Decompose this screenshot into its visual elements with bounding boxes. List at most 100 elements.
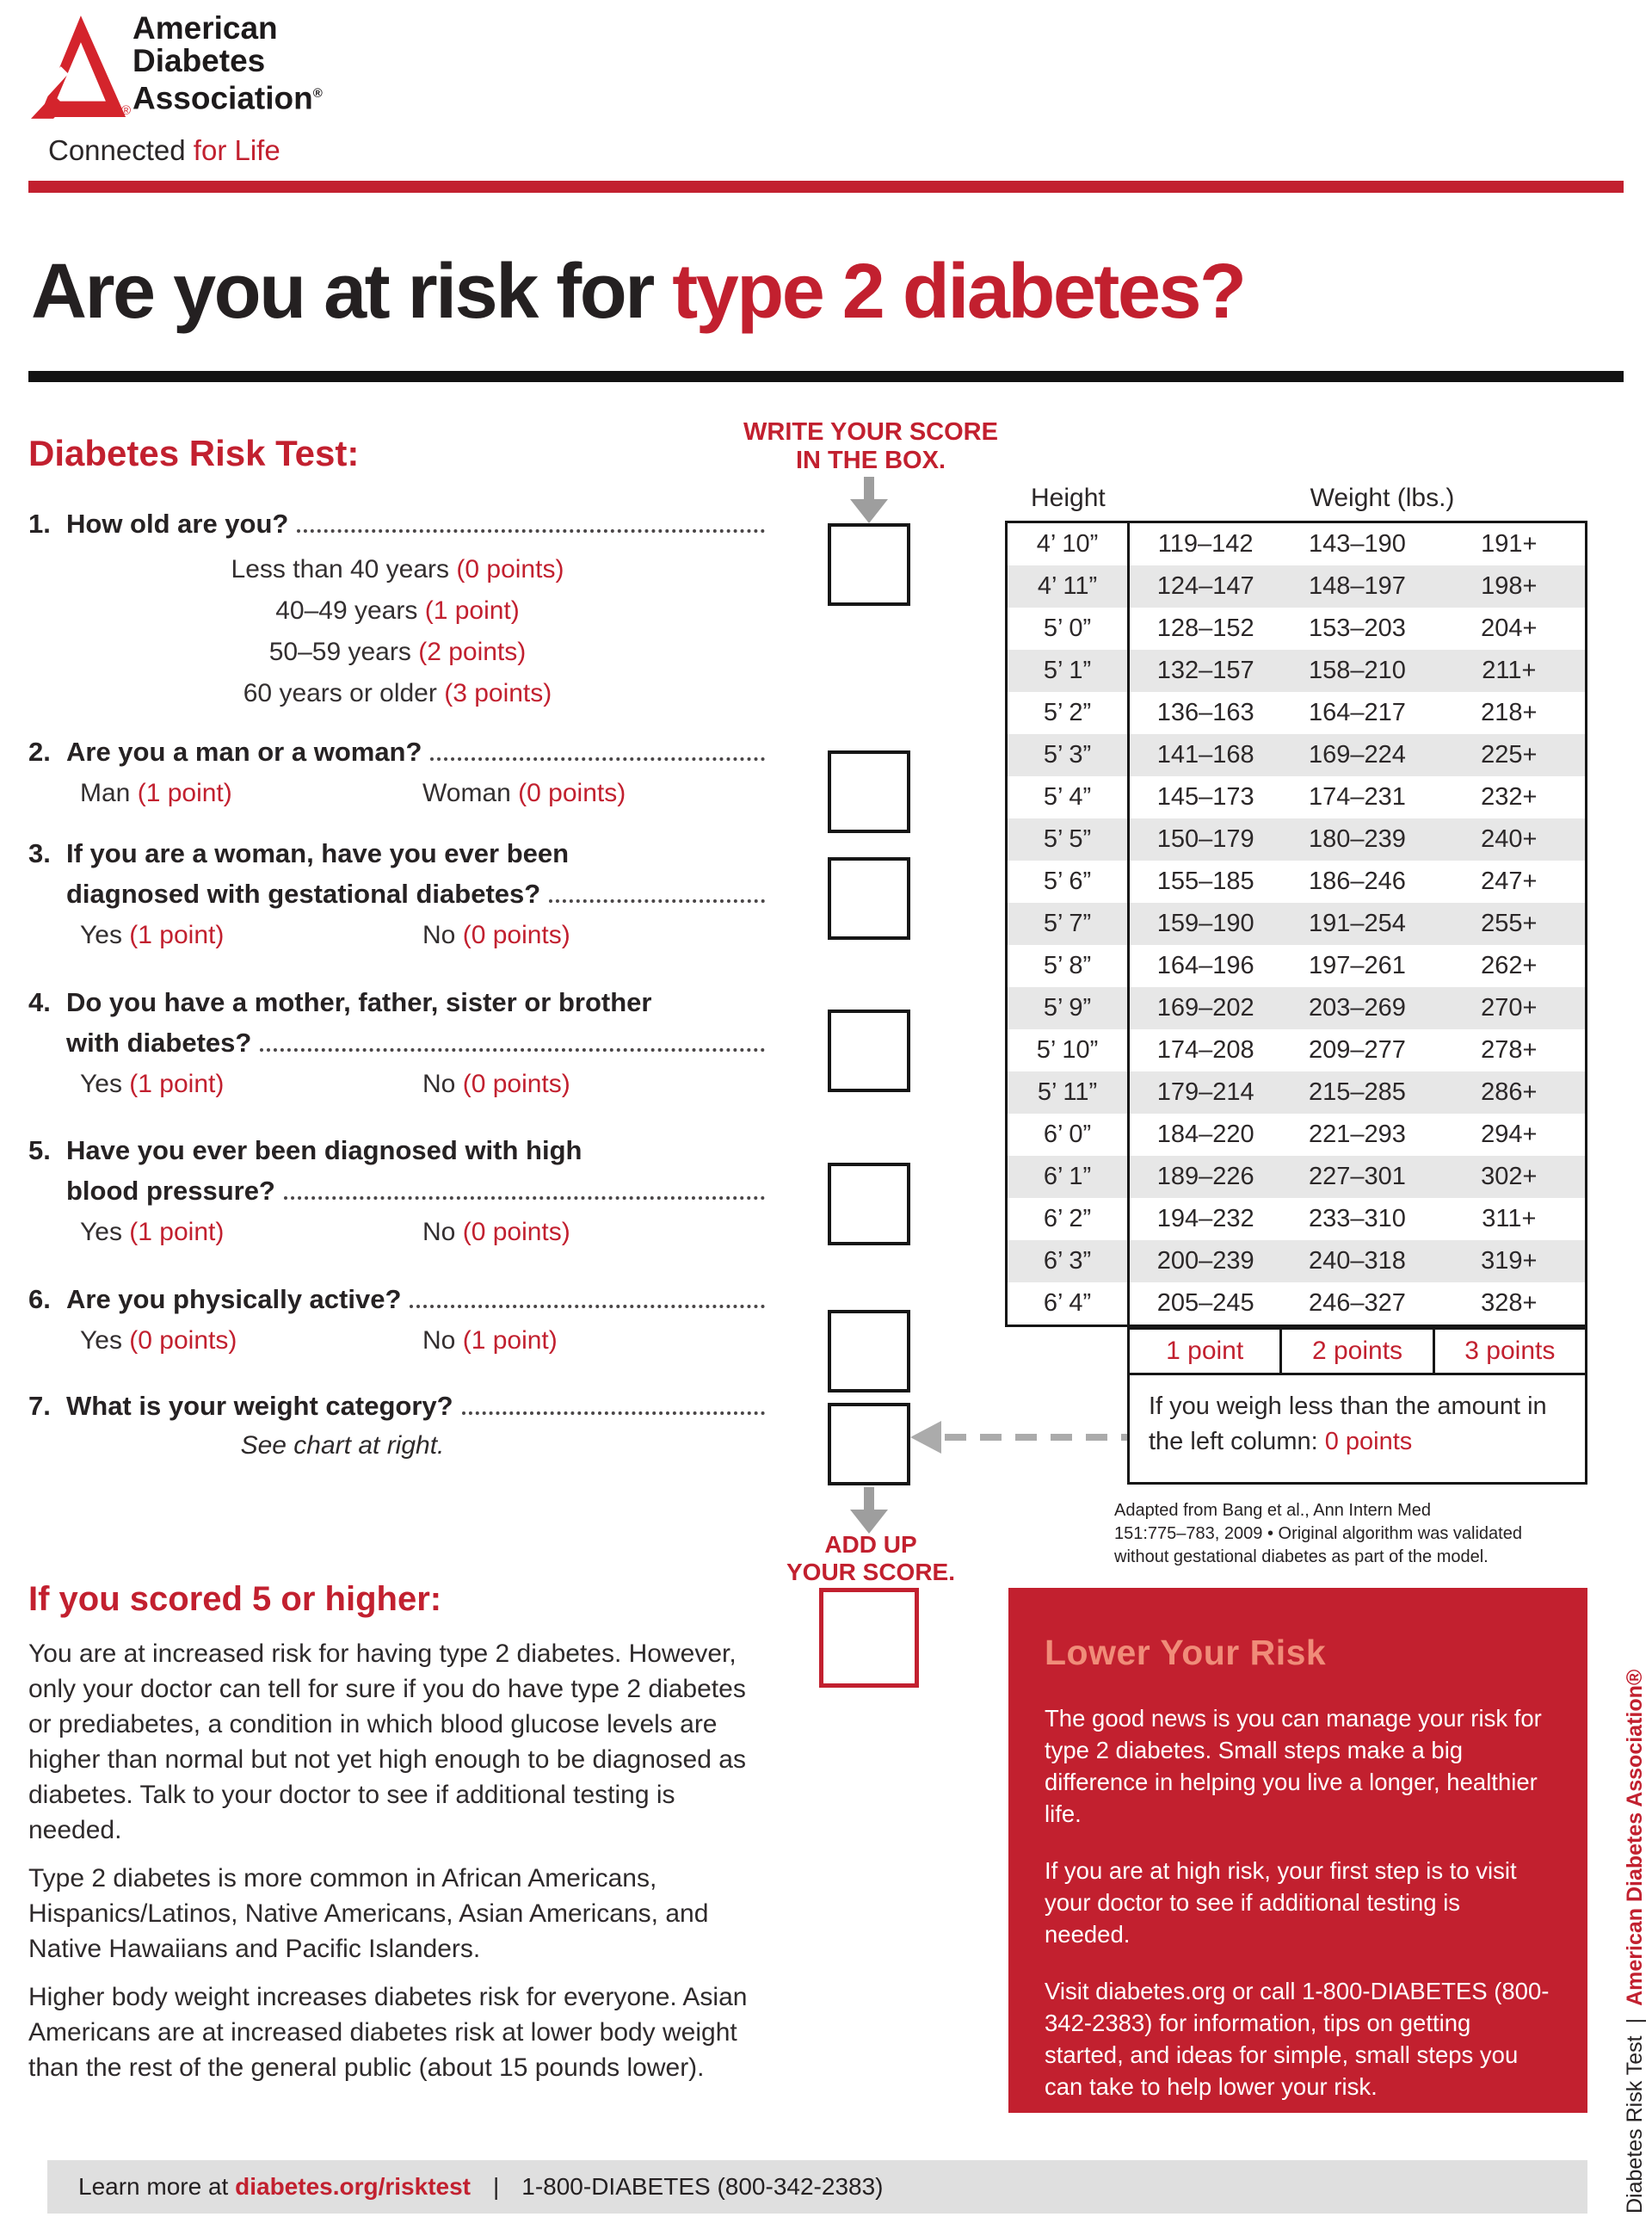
answer-no: No (1 point) [422, 1326, 558, 1355]
dotted-leader [260, 1048, 765, 1052]
height-column-header: Height [1031, 484, 1106, 512]
paragraph: Higher body weight increases diabetes ri… [28, 1983, 748, 2082]
score-box-q7[interactable] [828, 1403, 910, 1485]
logo-tagline: Connected for Life [48, 134, 280, 166]
question-number: 5. [28, 1135, 51, 1165]
question-5: 5. Have you ever been diagnosed with hig… [28, 1130, 767, 1257]
height-weight-table: 4’ 10” 119–142 143–190 191+ 4’ 11” 124–1… [1005, 521, 1587, 1327]
question-number: 3. [28, 838, 51, 868]
weight-table-row: 5’ 7” 159–190 191–254 255+ [1008, 903, 1585, 945]
score-box-q5[interactable] [828, 1163, 910, 1245]
source-note-line: 151:775–783, 2009 • Original algorithm w… [1114, 1524, 1522, 1543]
vertical-edge-text: Diabetes Risk Test|American Diabetes Ass… [1623, 1669, 1647, 2214]
age-option: Less than 40 years (0 points) [231, 555, 564, 584]
weight-table-row: 5’ 0” 128–152 153–203 204+ [1008, 608, 1585, 650]
lower-risk-paragraphs: The good news is you can manage your ris… [1045, 1702, 1551, 2103]
score-box-q4[interactable] [828, 1010, 910, 1092]
scored-5-heading: If you scored 5 or higher: [28, 1580, 442, 1618]
weight-table-row: 4’ 11” 124–147 148–197 198+ [1008, 565, 1585, 608]
answer-no: No (0 points) [422, 1070, 570, 1098]
question-7: 7. What is your weight category? See cha… [28, 1386, 767, 1460]
question-2: 2. Are you a man or a woman? Man (1 poin… [28, 732, 767, 818]
lower-risk-heading: Lower Your Risk [1045, 1633, 1327, 1672]
question-text-line-2: with diabetes? [66, 1028, 252, 1058]
question-text-line-2: blood pressure? [66, 1176, 275, 1206]
question-text: How old are you? [66, 509, 289, 539]
dotted-leader [549, 899, 765, 903]
question-text: Are you physically active? [66, 1284, 402, 1314]
score-box-q1[interactable] [828, 523, 910, 606]
age-option: 50–59 years (2 points) [268, 638, 527, 666]
see-chart-note: See chart at right. [240, 1431, 445, 1460]
scored-5-paragraphs: You are at increased risk for having typ… [28, 1636, 768, 2085]
question-text: What is your weight category? [66, 1391, 453, 1421]
write-score-label: WRITE YOUR SCORE IN THE BOX. [743, 418, 998, 474]
paragraph: Visit diabetes.org or call 1-800-DIABETE… [1045, 1978, 1550, 2100]
paragraph: You are at increased risk for having typ… [28, 1639, 746, 1844]
down-arrow-icon [850, 1487, 888, 1534]
weight-points-row: 1 point 2 points 3 points [1127, 1327, 1587, 1375]
total-score-box[interactable] [819, 1588, 919, 1688]
points-cell: 1 point [1127, 1327, 1283, 1375]
source-citation: Adapted from Bang et al., Ann Intern Med… [1114, 1499, 1613, 1569]
weight-table-row: 6’ 3” 200–239 240–318 319+ [1008, 1240, 1585, 1282]
score-box-q3[interactable] [828, 857, 910, 940]
lower-your-risk-panel: Lower Your Risk The good news is you can… [1008, 1588, 1587, 2113]
dotted-leader [410, 1305, 765, 1308]
answer-yes: Yes (1 point) [80, 921, 225, 949]
dotted-leader [297, 529, 765, 533]
question-number: 7. [28, 1391, 51, 1421]
score-box-q6[interactable] [828, 1310, 910, 1392]
weight-table-row: 4’ 10” 119–142 143–190 191+ [1008, 523, 1585, 565]
weight-table-row: 6’ 4” 205–245 246–327 328+ [1008, 1282, 1585, 1325]
logo-wordmark: American Diabetes Association® [133, 10, 323, 116]
question-text-line-2: diagnosed with gestational diabetes? [66, 879, 541, 909]
question-text: If you are a woman, have you ever been [66, 838, 570, 868]
answer-woman: Woman (0 points) [422, 779, 626, 807]
risktest-link[interactable]: diabetes.org/risktest [235, 2173, 471, 2200]
logo-registered-mark: ® [121, 103, 132, 118]
question-3: 3. If you are a woman, have you ever bee… [28, 833, 767, 960]
weight-chart-headers: Height Weight (lbs.) [1005, 484, 1587, 513]
answer-man: Man (1 point) [80, 779, 232, 807]
question-number: 2. [28, 737, 51, 767]
black-divider-bar [28, 371, 1624, 382]
weight-table-row: 5’ 5” 150–179 180–239 240+ [1008, 818, 1585, 861]
question-1-options: Less than 40 years (0 points) 40–49 year… [28, 549, 767, 714]
source-note-line: without gestational diabetes as part of … [1114, 1547, 1489, 1566]
age-option: 60 years or older (3 points) [243, 679, 552, 707]
points-cell: 3 points [1432, 1327, 1587, 1375]
answer-yes: Yes (0 points) [80, 1326, 237, 1355]
answer-yes: Yes (1 point) [80, 1070, 225, 1098]
risk-test-heading: Diabetes Risk Test: [28, 433, 360, 473]
weight-table-row: 5’ 6” 155–185 186–246 247+ [1008, 861, 1585, 903]
weight-table-row: 5’ 1” 132–157 158–210 211+ [1008, 650, 1585, 692]
question-1: 1. How old are you? Less than 40 years (… [28, 503, 767, 714]
paragraph: The good news is you can manage your ris… [1045, 1705, 1542, 1827]
question-6: 6. Are you physically active? Yes (0 poi… [28, 1279, 767, 1366]
points-cell: 2 points [1279, 1327, 1435, 1375]
question-number: 1. [28, 509, 51, 539]
source-note-line: Adapted from Bang et al., Ann Intern Med [1114, 1501, 1432, 1520]
question-4: 4. Do you have a mother, father, sister … [28, 982, 767, 1109]
answer-no: No (0 points) [422, 921, 570, 949]
paragraph: Type 2 diabetes is more common in Africa… [28, 1864, 709, 1963]
dotted-leader [461, 1411, 765, 1415]
weight-table-row: 6’ 1” 189–226 227–301 302+ [1008, 1156, 1585, 1198]
footer-phone: 1-800-DIABETES (800-342-2383) [521, 2173, 884, 2200]
question-number: 6. [28, 1284, 51, 1314]
weight-table-row: 5’ 2” 136–163 164–217 218+ [1008, 692, 1585, 734]
ada-triangle-logo-icon [31, 14, 127, 122]
weight-table-row: 5’ 3” 141–168 169–224 225+ [1008, 734, 1585, 776]
answer-yes: Yes (1 point) [80, 1218, 225, 1246]
dashed-arrow-icon [910, 1421, 1127, 1454]
registered-mark: ® [312, 86, 323, 101]
score-box-q2[interactable] [828, 750, 910, 833]
weight-table-row: 5’ 10” 174–208 209–277 278+ [1008, 1029, 1585, 1071]
question-text: Have you ever been diagnosed with high [66, 1135, 583, 1165]
dotted-leader [430, 757, 765, 761]
red-divider-bar [28, 181, 1624, 193]
age-option: 40–49 years (1 point) [275, 596, 520, 625]
weight-table-row: 5’ 11” 179–214 215–285 286+ [1008, 1071, 1585, 1114]
